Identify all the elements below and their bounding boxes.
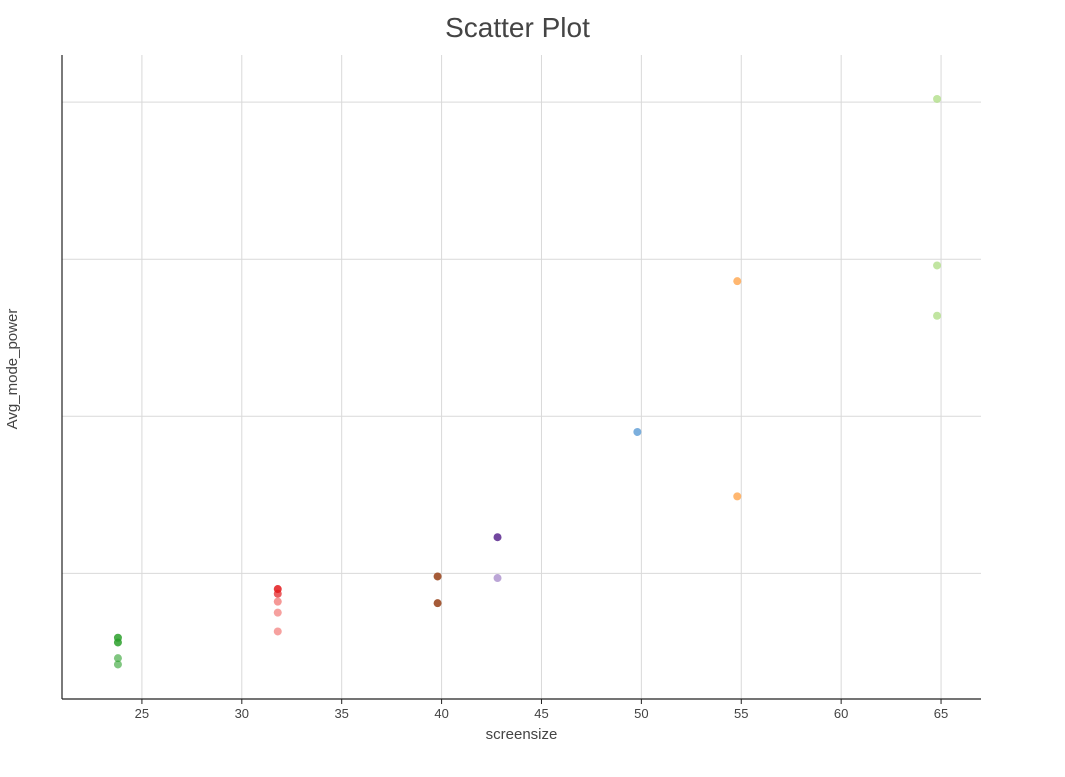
data-point (113, 638, 122, 647)
data-point (273, 597, 282, 606)
y-axis-title: Avg_mode_power (4, 309, 21, 430)
grid-layer (62, 55, 981, 699)
axes-layer (61, 55, 981, 700)
x-tick-label: 50 (634, 706, 648, 721)
data-point (933, 311, 942, 320)
data-point (273, 608, 282, 617)
x-tick-label: 25 (135, 706, 149, 721)
x-tick-label: 40 (434, 706, 448, 721)
x-tick-labels: 25 30 35 40 45 50 55 60 65 (135, 699, 948, 721)
data-point (493, 533, 502, 542)
data-points (113, 94, 942, 669)
data-point (273, 589, 282, 598)
x-tick-label: 35 (334, 706, 348, 721)
x-axis-title: screensize (486, 726, 558, 743)
data-point (933, 94, 942, 103)
data-point (933, 261, 942, 270)
data-point (733, 492, 742, 501)
x-tick-label: 60 (834, 706, 848, 721)
data-point (433, 572, 442, 581)
data-point (273, 627, 282, 636)
data-point (113, 660, 122, 669)
x-tick-label: 55 (734, 706, 748, 721)
data-point (633, 427, 642, 436)
x-tick-label: 45 (534, 706, 548, 721)
x-tick-label: 30 (235, 706, 249, 721)
x-tick-label: 65 (934, 706, 948, 721)
data-point (433, 599, 442, 608)
data-point (113, 654, 122, 663)
data-point (733, 277, 742, 286)
data-point (493, 574, 502, 583)
chart-title: Scatter Plot (445, 12, 590, 43)
